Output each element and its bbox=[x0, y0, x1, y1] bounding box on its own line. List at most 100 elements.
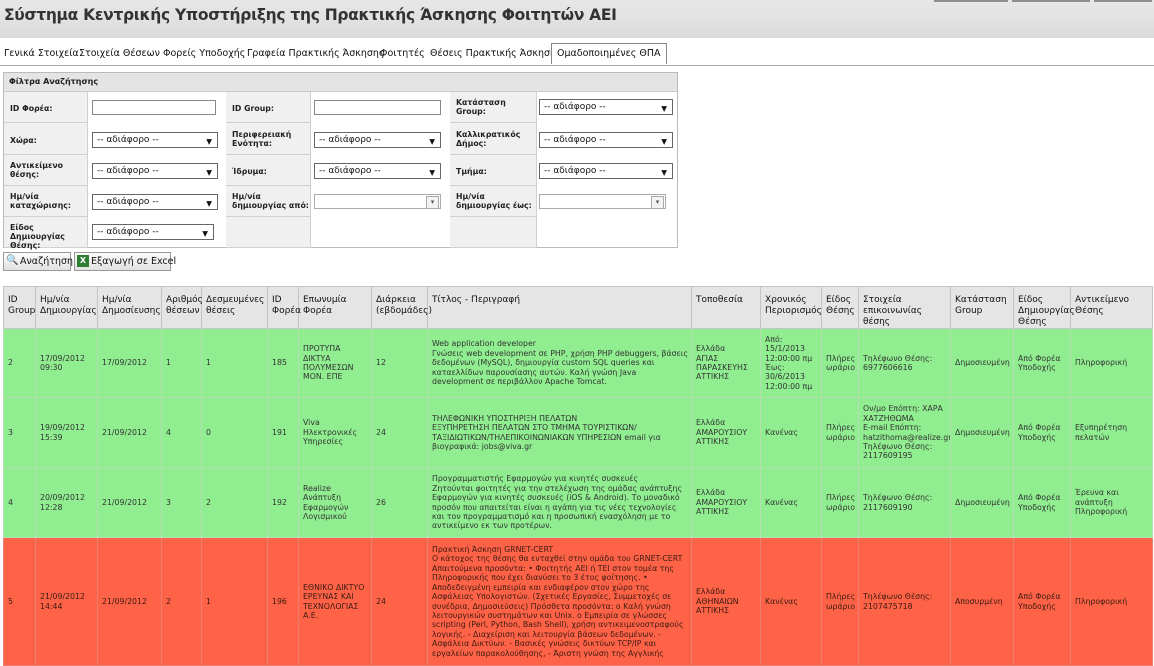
table-row[interactable]: 2 17/09/2012 09:30 17/09/2012 1 1 185 ΠΡΟΤΥΠΑ … bbox=[3, 328, 1153, 398]
antikeimeno-select[interactable]: -- αδιάφορο -- ▼ bbox=[92, 163, 218, 179]
header-link-3[interactable] bbox=[1094, 0, 1152, 2]
table-cell: 2 bbox=[161, 537, 202, 666]
idryma-select[interactable]: -- αδιάφορο -- ▼ bbox=[314, 163, 441, 179]
table-cell: 5 bbox=[3, 537, 36, 666]
label-im-apo: Ημ/νία δημιουργίας από: bbox=[232, 192, 309, 210]
table-cell: 1 bbox=[201, 328, 268, 398]
chevron-down-icon: ▼ bbox=[661, 168, 667, 177]
table-cell: 26 bbox=[371, 467, 428, 538]
search-button[interactable]: 🔍 Αναζήτηση bbox=[3, 252, 73, 271]
column-header[interactable]: Στοιχεία επικοινωνίας θέσης bbox=[858, 286, 951, 329]
table-cell: 185 bbox=[267, 328, 299, 398]
table-cell: Τηλέφωνο Θέσης: 2107475718 bbox=[858, 537, 951, 666]
table-row[interactable]: 3 19/09/2012 15:39 21/09/2012 4 0 191 Viva Ηλε… bbox=[3, 397, 1153, 468]
table-cell: 12 bbox=[371, 328, 428, 398]
im-kataxwrisis-select[interactable]: -- αδιάφορο -- ▼ bbox=[92, 194, 218, 210]
kallikratikos-select[interactable]: -- αδιάφορο -- ▼ bbox=[539, 132, 673, 148]
table-cell: 21/09/2012 bbox=[97, 397, 162, 468]
column-header[interactable]: Χρονικός Περιορισμός bbox=[760, 286, 822, 329]
column-header[interactable]: Τοποθεσία bbox=[691, 286, 761, 329]
label-id-foreas: ID Φορέα: bbox=[10, 104, 53, 113]
table-cell: 24 bbox=[371, 397, 428, 468]
filters-title: Φίλτρα Αναζήτησης bbox=[4, 73, 677, 92]
column-header[interactable]: Δεσμευμένες θέσεις bbox=[201, 286, 268, 329]
label-xwra: Χώρα: bbox=[10, 136, 37, 145]
table-cell: Κανένας bbox=[760, 467, 822, 538]
tab-general[interactable]: Γενικά Στοιχεία bbox=[4, 48, 79, 59]
calendar-dropdown-icon[interactable]: ▾ bbox=[651, 196, 664, 209]
table-cell: Ελλάδα ΑΜΑΡΟΥΣΙΟΥ ΑΤΤΙΚΗΣ bbox=[691, 467, 761, 538]
table-cell: Realize Ανάπτυξη Εφαρμογών Λογισμικού bbox=[298, 467, 372, 538]
table-cell: Πλήρες ωράριο bbox=[821, 467, 859, 538]
column-header[interactable]: Ημ/νία Δημοσίευσης bbox=[97, 286, 162, 329]
table-header-row: ID Group Ημ/νία Δημιουργίας Ημ/νία Δημοσίε… bbox=[3, 286, 1153, 329]
column-header[interactable]: Κατάσταση Group bbox=[950, 286, 1014, 329]
table-cell: Αποσυρμένη bbox=[950, 537, 1014, 666]
column-header[interactable]: Διάρκεια (εβδομάδες) bbox=[371, 286, 432, 329]
table-cell: Από: 15/1/2013 12:00:00 πμ Έως: 30/6/201… bbox=[760, 328, 822, 398]
table-cell: Από Φορέα Υποδοχής bbox=[1013, 537, 1071, 666]
tab-grouped[interactable]: Ομαδοποιημένες ΘΠΑ bbox=[551, 43, 667, 64]
table-cell: 17/09/2012 bbox=[97, 328, 162, 398]
table-cell: Web application developer Γνώσεις web de… bbox=[427, 328, 692, 398]
id-group-input[interactable] bbox=[314, 100, 441, 115]
column-header[interactable]: Είδος Δημιουργίας Θέσης bbox=[1013, 286, 1075, 329]
table-row[interactable]: 5 21/09/2012 14:44 21/09/2012 2 1 196 ΕΘΝΙΚΟ Δ… bbox=[3, 537, 1153, 666]
column-header[interactable]: Είδος Θέσης bbox=[821, 286, 859, 329]
main-tabs: Γενικά Στοιχεία Στοιχεία Θέσεων Φορείς Υ… bbox=[0, 43, 1154, 66]
column-header[interactable]: Αντικείμενο Θέσης bbox=[1070, 286, 1153, 329]
table-cell: Πληροφορική bbox=[1070, 537, 1153, 666]
table-cell: Από Φορέα Υποδοχής bbox=[1013, 467, 1071, 538]
label-perifereiaki: Περιφερειακή Ενότητα: bbox=[232, 130, 292, 148]
column-header[interactable]: Επωνυμία Φορέα bbox=[298, 286, 372, 329]
katastasi-group-select[interactable]: -- αδιάφορο -- ▼ bbox=[539, 99, 673, 115]
tab-offices[interactable]: Γραφεία Πρακτικής Άσκησης bbox=[247, 48, 385, 59]
table-cell: Από Φορέα Υποδοχής bbox=[1013, 397, 1071, 468]
tab-internships[interactable]: Θέσεις Πρακτικής Άσκησης bbox=[430, 48, 562, 59]
search-filters: Φίλτρα Αναζήτησης ID Φορέα: ID Group: Κα… bbox=[3, 72, 678, 250]
export-excel-button[interactable]: X Εξαγωγή σε Excel bbox=[74, 252, 176, 271]
xwra-select[interactable]: -- αδιάφορο -- ▼ bbox=[92, 132, 218, 148]
label-katastasi-group: Κατάσταση Group: bbox=[456, 98, 506, 116]
perifereiaki-select[interactable]: -- αδιάφορο -- ▼ bbox=[314, 132, 441, 148]
table-cell: 4 bbox=[161, 397, 202, 468]
table-cell: Δημοσιευμένη bbox=[950, 328, 1014, 398]
table-cell: Δημοσιευμένη bbox=[950, 397, 1014, 468]
table-cell: Ελλάδα ΑΘΗΝΑΙΩΝ ΑΤΤΙΚΗΣ bbox=[691, 537, 761, 666]
tab-positions[interactable]: Στοιχεία Θέσεων bbox=[79, 48, 160, 59]
table-row[interactable]: 4 20/09/2012 12:28 21/09/2012 3 2 192 Realize … bbox=[3, 467, 1153, 538]
column-header[interactable]: ID Group bbox=[3, 286, 36, 329]
table-cell: 21/09/2012 bbox=[97, 467, 162, 538]
date-to-picker[interactable]: ▾ bbox=[539, 194, 666, 209]
tmima-select[interactable]: -- αδιάφορο -- ▼ bbox=[539, 163, 673, 179]
tab-hosts[interactable]: Φορείς Υποδοχής bbox=[163, 48, 246, 59]
tab-students[interactable]: Φοιτητές bbox=[380, 48, 425, 59]
id-foreas-input[interactable] bbox=[92, 100, 216, 115]
column-header[interactable]: Αριθμός θέσεων bbox=[161, 286, 203, 329]
table-cell: 17/09/2012 09:30 bbox=[35, 328, 98, 398]
table-cell: 1 bbox=[201, 537, 268, 666]
table-cell: 196 bbox=[267, 537, 299, 666]
column-header[interactable]: Τίτλος - Περιγραφή bbox=[427, 286, 692, 329]
table-cell: 4 bbox=[3, 467, 36, 538]
table-cell: Ελλάδα ΑΓΙΑΣ ΠΑΡΑΣΚΕΥΗΣ ΑΤΤΙΚΗΣ bbox=[691, 328, 761, 398]
table-cell: 21/09/2012 bbox=[97, 537, 162, 666]
header-link-2[interactable] bbox=[1012, 0, 1090, 2]
table-cell: Πληροφορική bbox=[1070, 328, 1153, 398]
header-link-1[interactable] bbox=[934, 0, 1008, 2]
table-cell: ΤΗΛΕΦΩΝΙΚΗ ΥΠΟΣΤΗΡΙΞΗ ΠΕΛΑΤΩΝ ΕΞΥΠΗΡΕΤΗΣ… bbox=[427, 397, 692, 468]
table-cell: 192 bbox=[267, 467, 299, 538]
table-cell: Πρακτική Άσκηση GRNET-CERT Ο κάτοχος της… bbox=[427, 537, 692, 666]
label-idryma: Ίδρυμα: bbox=[232, 167, 267, 176]
label-eidos: Είδος Δημιουργίας Θέσης: bbox=[10, 223, 65, 250]
label-im-ews: Ημ/νία δημιουργίας έως: bbox=[456, 192, 532, 210]
calendar-dropdown-icon[interactable]: ▾ bbox=[426, 196, 439, 209]
chevron-down-icon: ▼ bbox=[429, 137, 435, 146]
column-header[interactable]: ID Φορέα bbox=[267, 286, 301, 329]
eidos-select[interactable]: -- αδιάφορο -- ▼ bbox=[92, 224, 214, 240]
table-cell: Πλήρες ωράριο bbox=[821, 537, 859, 666]
column-header[interactable]: Ημ/νία Δημιουργίας bbox=[35, 286, 98, 329]
table-cell: Viva Ηλεκτρονικές Υπηρεσίες bbox=[298, 397, 372, 468]
chevron-down-icon: ▼ bbox=[661, 137, 667, 146]
date-from-picker[interactable]: ▾ bbox=[314, 194, 441, 209]
